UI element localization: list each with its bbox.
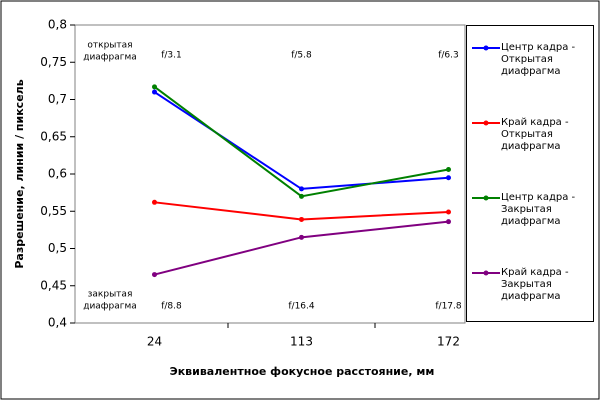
annotation: f/6.3 [438, 51, 459, 61]
y-tick-label: 0,5 [48, 241, 67, 255]
point [152, 84, 157, 90]
y-tick-label: 0,7 [48, 92, 67, 106]
x-tick-label: 24 [147, 335, 162, 349]
point [446, 175, 451, 181]
legend-label: Центр кадра - Открытая диафрагма [501, 42, 576, 77]
point [299, 193, 304, 199]
point [446, 209, 451, 215]
y-tick-label: 0,45 [40, 278, 67, 292]
y-axis-title: Разрешение, линии / пиксель [13, 79, 26, 268]
annotation: f/5.8 [291, 51, 312, 61]
point [446, 167, 451, 173]
annotation: закрытая [88, 290, 133, 300]
y-tick-label: 0,75 [40, 55, 67, 69]
annotation: f/8.8 [161, 302, 182, 312]
annotation: f/17.8 [435, 302, 462, 312]
legend-label: Край кадра - Закрытая диафрагма [501, 267, 569, 302]
point [446, 219, 451, 225]
point [299, 186, 304, 192]
point [299, 234, 304, 240]
series-line [154, 201, 449, 221]
y-tick-label: 0,8 [48, 18, 67, 32]
y-tick-label: 0,6 [48, 167, 67, 181]
point [152, 89, 157, 95]
legend-swatch [472, 120, 500, 126]
y-tick-label: 0,4 [48, 316, 67, 330]
legend-swatch [472, 195, 500, 201]
legend: Центр кадра - Открытая диафрагма Край кад… [466, 25, 594, 322]
y-tick-label: 0,55 [40, 204, 67, 218]
point [152, 272, 157, 278]
series-line [153, 91, 449, 190]
legend-swatch [472, 45, 500, 51]
annotation: f/3.1 [161, 51, 182, 61]
legend-label: Центр кадра - Закрытая диафрагма [501, 192, 576, 227]
series-line [153, 86, 449, 198]
legend-swatch [472, 270, 500, 276]
legend-label: Край кадра - Открытая диафрагма [501, 117, 569, 152]
annotation: f/16.4 [288, 302, 315, 312]
series-line [154, 220, 449, 276]
annotation: диафрагма [83, 302, 137, 312]
y-tick-label: 0,65 [40, 129, 67, 143]
x-axis-title: Эквивалентное фокусное расстояние, мм [170, 365, 435, 378]
point [152, 199, 157, 205]
annotation: открытая [87, 41, 132, 51]
annotation: диафрагма [83, 53, 137, 63]
x-tick-label: 172 [437, 335, 460, 349]
x-tick-label: 113 [290, 335, 313, 349]
point [299, 216, 304, 222]
